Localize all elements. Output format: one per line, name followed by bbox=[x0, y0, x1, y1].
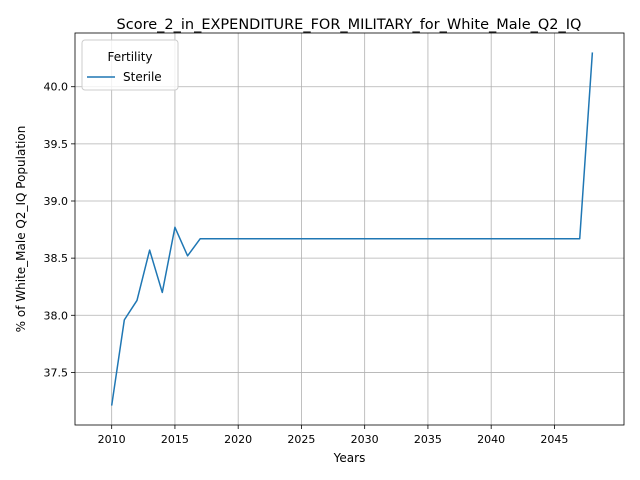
y-tick-label: 38.0 bbox=[44, 309, 69, 322]
x-tick-label: 2035 bbox=[414, 433, 442, 446]
x-axis-ticks: 2010 2015 2020 2025 2030 2035 2040 2045 bbox=[98, 425, 568, 446]
legend-label-sterile: Sterile bbox=[123, 70, 162, 84]
x-tick-label: 2040 bbox=[477, 433, 505, 446]
y-tick-label: 39.0 bbox=[44, 195, 69, 208]
x-axis-label: Years bbox=[333, 451, 366, 465]
series-line-sterile bbox=[110, 52, 594, 406]
legend-title: Fertility bbox=[107, 50, 152, 64]
x-tick-label: 2025 bbox=[287, 433, 315, 446]
x-tick-label: 2015 bbox=[161, 433, 189, 446]
grid bbox=[75, 33, 624, 425]
y-axis-ticks: 37.5 38.0 38.5 39.0 39.5 40.0 bbox=[44, 81, 75, 379]
y-tick-label: 40.0 bbox=[44, 81, 69, 94]
y-tick-label: 37.5 bbox=[44, 366, 69, 379]
y-tick-label: 39.5 bbox=[44, 138, 69, 151]
y-tick-label: 38.5 bbox=[44, 252, 69, 265]
plot-area bbox=[75, 33, 624, 425]
x-tick-label: 2010 bbox=[98, 433, 126, 446]
series-layer bbox=[110, 52, 594, 406]
y-axis-label: % of White_Male Q2_IQ Population bbox=[14, 126, 28, 333]
legend: Fertility Sterile bbox=[81, 39, 179, 91]
plot-frame bbox=[74, 32, 625, 426]
x-tick-label: 2045 bbox=[540, 433, 568, 446]
x-tick-label: 2020 bbox=[224, 433, 252, 446]
chart-title: Score_2_in_EXPENDITURE_FOR_MILITARY_for_… bbox=[117, 17, 582, 33]
x-tick-label: 2030 bbox=[351, 433, 379, 446]
